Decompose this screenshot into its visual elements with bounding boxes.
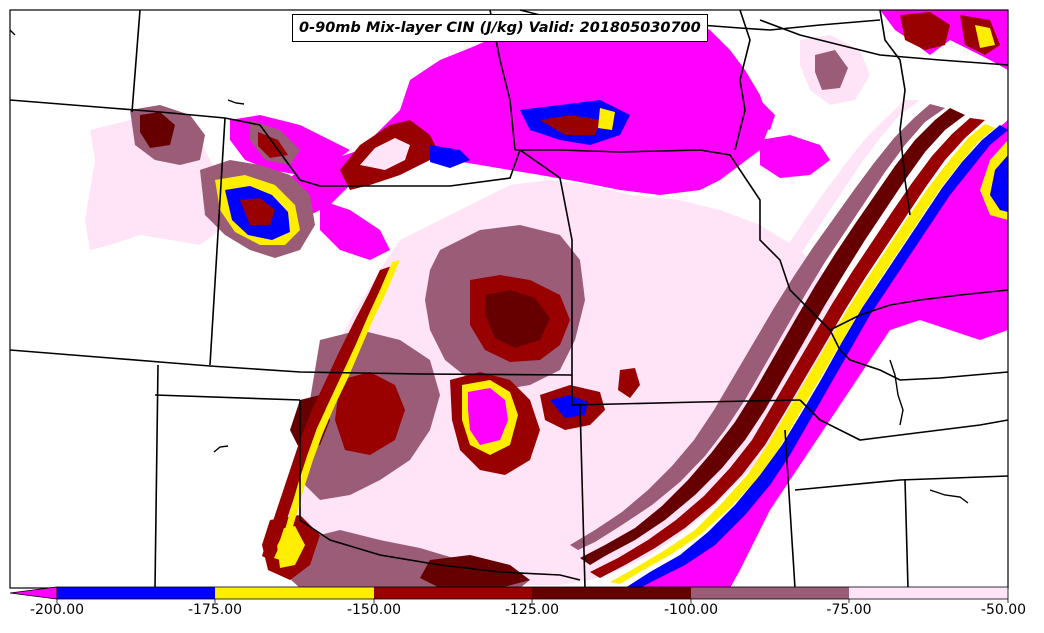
colorbar-tick-label: -125.00 [504, 602, 560, 618]
state-boundaries [9, 9, 1009, 589]
colorbar-tick-label: -175.00 [187, 602, 243, 618]
colorbar-tick-label: -100.00 [663, 602, 719, 618]
colorbar-tick-label: -50.00 [980, 602, 1027, 618]
colorbar-bin [691, 587, 849, 599]
map-title: 0-90mb Mix-layer CIN (J/kg) Valid: 20180… [292, 14, 708, 42]
colorbar [9, 586, 1009, 603]
colorbar-bin [215, 587, 374, 599]
colorbar-bin [849, 587, 1008, 599]
colorbar-bin [374, 587, 532, 599]
colorbar-tick-label: -75.00 [826, 602, 872, 618]
colorbar-tick-label: -200.00 [29, 602, 85, 618]
colorbar-tick-label: -150.00 [346, 602, 402, 618]
colorbar-bin [57, 587, 215, 599]
colorbar-extend-arrow [9, 586, 58, 600]
colorbar-bin [532, 587, 691, 599]
